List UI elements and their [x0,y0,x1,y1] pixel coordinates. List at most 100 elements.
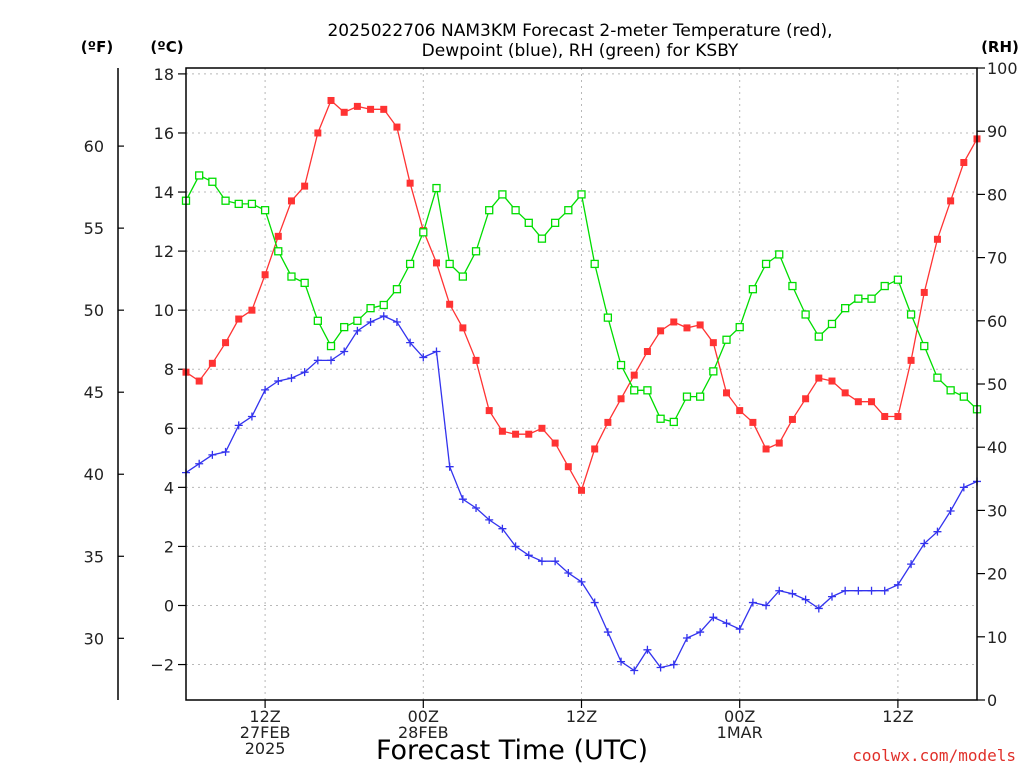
series-1-point [669,660,678,669]
series-1-point [195,459,204,468]
series-0-point [235,315,243,323]
celsius-tick-label: 18 [154,65,174,84]
series-2-point [709,367,718,376]
series-2-point [564,206,573,215]
celsius-tick-label: 10 [154,301,174,320]
series-2-point [761,259,771,269]
series-2-point [274,247,283,256]
series-2-point [247,199,257,209]
rh-tick-label: 20 [987,565,1007,584]
series-0-point [696,321,704,329]
series-1 [182,312,981,675]
series-0-point [393,123,401,131]
time-tick-label: 00Z [408,707,439,726]
celsius-tick-label: −2 [150,656,174,675]
series-1-point [551,557,560,566]
series-2-point [722,335,731,344]
chart-title-line-1: 2025022706 NAM3KM Forecast 2-meter Tempe… [327,21,832,41]
series-0-point [854,398,862,406]
series-0-point [538,424,546,432]
series-1-point [696,628,705,637]
series-0-point [960,159,968,167]
rh-tick-label: 50 [987,375,1007,394]
series-0-point [551,439,559,447]
series-0 [182,96,981,494]
series-2-point [841,304,850,313]
series-2-point [933,373,942,382]
series-2-point [603,313,613,322]
series-1-point [353,326,362,335]
series-0-point [472,356,480,364]
series-0-point [828,377,836,385]
series-1-point [893,580,902,589]
series-2-point [854,294,863,303]
series-1-point [524,551,533,560]
series-1-point [907,560,916,569]
series-0-point [261,271,269,279]
series-2-point [893,275,903,284]
fahrenheit-tick-label: 40 [84,465,104,484]
series-0-point [815,374,823,382]
series-2-point [906,310,916,319]
series-1-point [379,312,388,321]
series-0-point [894,412,902,420]
series-0-point [525,430,533,438]
series-0-point [446,300,454,308]
series-2-point [814,332,823,341]
rh-tick-label: 90 [987,122,1007,141]
series-2-point [656,414,665,423]
series-2-point [471,247,481,256]
series-0-point [868,398,876,406]
series-2-point [498,190,507,199]
series-1-point [432,347,441,356]
series-1-point [617,657,626,666]
series-1-point [445,462,454,471]
series-0-point [775,439,783,447]
series-0-point [947,197,955,205]
series-0-point [604,418,612,426]
series-0-point [327,96,335,104]
fahrenheit-tick-label: 45 [84,383,104,402]
series-1-point [340,347,349,356]
series-2-point [616,360,626,370]
series-2-point [880,281,889,291]
series-2-point [419,228,428,237]
fahrenheit-tick-label: 60 [84,137,104,156]
rh-tick-label: 10 [987,628,1007,647]
series-2-point [340,322,349,332]
series-2-point [300,278,309,288]
series-0-point [749,418,757,426]
series-2-point [577,190,586,199]
series-1-point [287,374,296,383]
series-2-point [946,386,955,395]
series-2 [181,171,982,427]
series-1-point [920,539,929,548]
series-1-point [682,633,691,642]
series-0-point [907,356,915,364]
series-2-point [696,392,705,401]
fahrenheit-unit-label: (ºF) [81,38,113,56]
series-1-point [854,586,863,595]
series-2-point [775,250,784,259]
series-0-point [657,327,665,335]
series-2-point [590,259,599,269]
series-0-point [762,445,770,453]
series-2-point [432,183,441,193]
series-2-point [524,218,533,227]
fahrenheit-tick-label: 55 [84,219,104,238]
series-1-point [485,515,494,524]
time-tick-label: 12Z [882,707,913,726]
rh-tick-label: 40 [987,438,1007,457]
series-0-point [195,377,203,385]
series-2-point [537,234,547,243]
series-1-point [498,524,507,533]
rh-tick-label: 30 [987,501,1007,520]
series-0-point [881,412,889,420]
series-1-point [537,557,546,566]
series-2-point [287,272,296,281]
fahrenheit-tick-label: 35 [84,547,104,566]
time-tick-label: 12Z [566,707,597,726]
series-1-point [234,421,243,430]
